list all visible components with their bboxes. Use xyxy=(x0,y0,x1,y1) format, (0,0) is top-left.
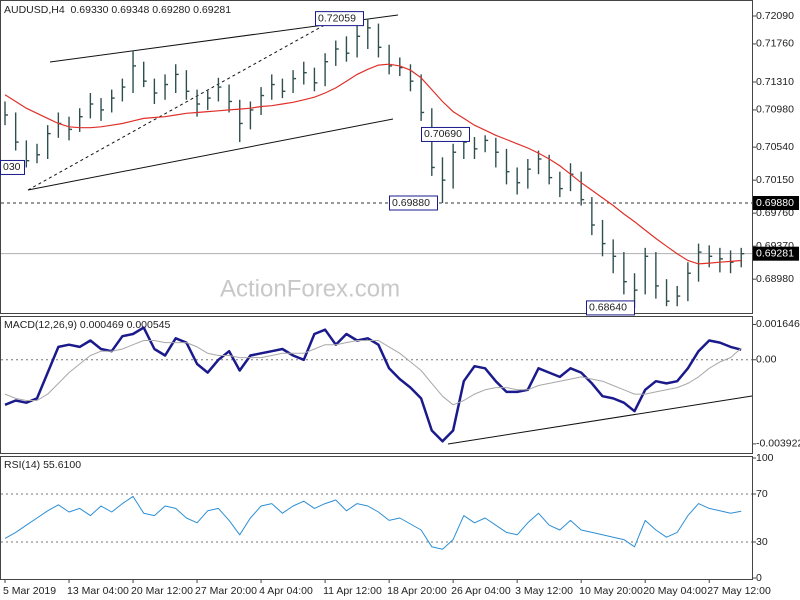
annotation-label: 0.72059 xyxy=(318,12,356,24)
x-tick-label: 18 Apr 20:00 xyxy=(387,585,447,597)
price-level-box xyxy=(753,246,799,261)
x-tick-label: 10 May 20:00 xyxy=(579,585,643,597)
indicator-line xyxy=(4,495,742,550)
rsi-title: RSI(14) 55.6100 xyxy=(4,459,81,471)
channel-lower xyxy=(27,118,394,191)
y-tick-label: -0.003922 xyxy=(756,438,800,450)
x-tick-label: 20 May 04:00 xyxy=(643,585,707,597)
price-level-label: 0.69281 xyxy=(756,247,794,259)
x-tick-label: 5 Mar 2019 xyxy=(3,585,56,597)
y-tick-label: 0.72090 xyxy=(756,10,794,22)
x-tick-label: 26 Apr 04:00 xyxy=(451,585,511,597)
y-tick-label: 0.70980 xyxy=(756,104,794,116)
y-tick-label: 0.71760 xyxy=(756,38,794,50)
x-tick-label: 4 Apr 04:00 xyxy=(259,585,313,597)
price-title: AUDUSD,H4 0.69330 0.69348 0.69280 0.6928… xyxy=(4,4,231,16)
x-tick-label: 20 Mar 12:00 xyxy=(131,585,193,597)
y-tick-label: 0.71310 xyxy=(756,76,794,88)
y-tick-label: 0.70150 xyxy=(756,174,794,186)
annotation-label: 030 xyxy=(3,161,21,173)
annotation-box xyxy=(586,300,635,316)
x-tick-label: 27 Mar 20:00 xyxy=(195,585,257,597)
x-tick-label: 3 May 12:00 xyxy=(515,585,573,597)
rsi-panel xyxy=(0,456,753,580)
x-tick-label: 11 Apr 12:00 xyxy=(323,585,382,597)
y-tick-label: 0.00 xyxy=(756,354,777,366)
price-panel xyxy=(0,0,753,314)
y-tick-label: 30 xyxy=(756,536,768,548)
x-tick-label: 13 Mar 04:00 xyxy=(67,585,129,597)
price-level-label: 0.69880 xyxy=(756,197,794,209)
annotation-box xyxy=(421,126,470,142)
annotation-box xyxy=(315,11,364,27)
x-tick-label: 27 May 12:00 xyxy=(707,585,771,597)
moving-average xyxy=(4,63,742,265)
annotation-box xyxy=(0,159,25,175)
macd-trendline xyxy=(447,395,753,445)
y-tick-label: 0 xyxy=(756,572,762,584)
indicator-line xyxy=(4,340,742,406)
y-tick-label: 100 xyxy=(756,452,774,464)
annotation-box xyxy=(389,195,438,211)
macd-panel xyxy=(0,316,753,454)
annotation-label: 0.68640 xyxy=(589,302,627,314)
macd-title: MACD(12,26,9) 0.000469 0.000545 xyxy=(4,319,171,331)
annotation-label: 0.69880 xyxy=(392,197,430,209)
y-tick-label: 70 xyxy=(756,488,768,500)
y-tick-label: 0.68980 xyxy=(756,273,794,285)
watermark: ActionForex.com xyxy=(220,275,400,302)
y-tick-label: 0.001646 xyxy=(756,318,800,330)
price-level-box xyxy=(753,196,799,210)
annotation-label: 0.70690 xyxy=(424,128,462,140)
indicator-line xyxy=(4,326,742,443)
y-tick-label: 0.70540 xyxy=(756,141,794,153)
